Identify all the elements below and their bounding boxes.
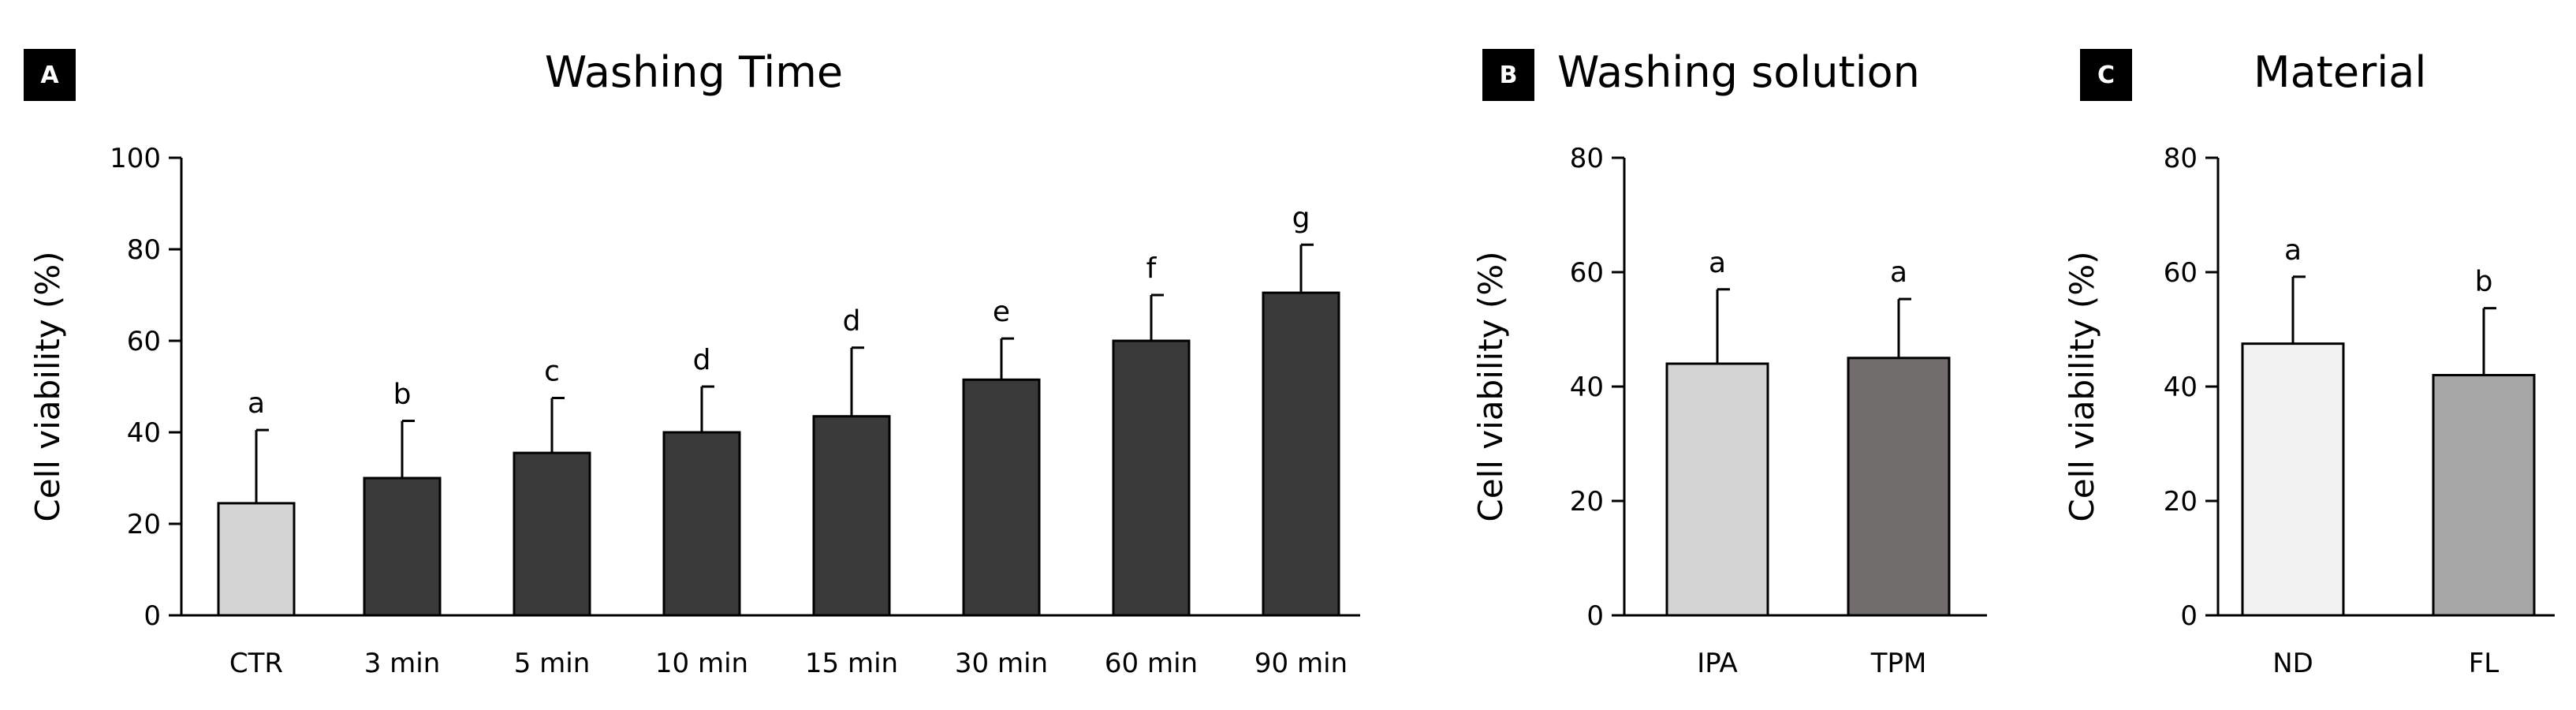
x-tick-label: IPA [1697,648,1738,679]
significance-letter: a [1709,247,1726,279]
x-tick-label: CTR [229,648,283,679]
y-tick-label: 20 [1570,486,1604,518]
chart-title-b: Washing solution [1557,47,1920,97]
bar-chart-washing-time: 0 20 40 60 80 100 Cell viability (%) a CTR b 3 min… [28,143,1360,679]
bar-15-min [812,415,891,617]
y-tick-label: 20 [127,509,161,540]
significance-letter: a [1890,256,1907,289]
chart-title-a: Washing Time [544,47,844,97]
y-tick-label: 0 [1586,600,1604,632]
x-tick-label: FL [2469,648,2500,679]
bar-90-min [1262,291,1340,617]
x-tick-label: 15 min [805,648,898,679]
y-tick-label: 60 [127,326,161,357]
significance-letter: b [393,379,412,411]
y-tick-label: 100 [110,143,161,174]
x-tick-label: 90 min [1254,648,1348,679]
y-tick-label: 0 [144,600,161,632]
significance-letter: f [1146,252,1158,285]
significance-letter: a [2284,234,2302,267]
y-axis-label: Cell viability (%) [28,251,67,521]
bar-ipa [1665,362,1769,617]
significance-letter: d [693,344,711,376]
significance-letter: a [248,387,265,420]
y-tick-label: 40 [1570,372,1604,403]
bar-ctr [217,502,296,617]
y-tick-label: 80 [1570,143,1604,174]
y-tick-label: 20 [2164,486,2198,518]
y-axis-label: Cell viability (%) [1471,251,1510,521]
x-tick-label: TPM [1870,648,1927,679]
x-tick-label: 5 min [514,648,591,679]
bar-chart-material: 0 20 40 60 80 Cell viability (%) a ND b FL [2063,143,2555,679]
bar-60-min [1112,339,1191,617]
bar-nd [2241,342,2345,617]
significance-letter: c [544,356,560,388]
chart-title-c: Material [2254,47,2427,97]
panel-material: C Material 0 20 40 60 80 Cell viability (%) a N… [2042,0,2576,710]
bar-tpm [1847,357,1951,617]
bar-5-min [513,451,591,617]
significance-letter: b [2475,266,2493,298]
y-axis-label: Cell viability (%) [2063,251,2101,521]
bar-10-min [662,431,741,617]
panel-label-b: B [1482,49,1534,101]
panel-washing-time: A Washing Time 0 20 40 60 80 100 Cell viabilit… [24,47,1360,679]
y-tick-label: 80 [2164,143,2198,174]
panel-label-c: C [2080,49,2132,101]
panel-label-a: A [24,49,76,101]
x-tick-label: 10 min [655,648,748,679]
x-tick-label: 30 min [955,648,1048,679]
x-tick-label: ND [2272,648,2313,679]
bar-fl [2432,374,2536,617]
y-tick-label: 60 [2164,257,2198,289]
y-tick-label: 0 [2180,600,2198,632]
bar-chart-washing-solution: 0 20 40 60 80 Cell viability (%) a IPA a TPM [1471,143,1987,679]
x-tick-label: 3 min [364,648,441,679]
y-tick-label: 60 [1570,257,1604,289]
bar-3-min [363,476,442,617]
y-tick-label: 40 [127,417,161,449]
significance-letter: g [1292,202,1310,234]
x-tick-label: 60 min [1105,648,1198,679]
significance-letter: e [993,296,1010,328]
bar-30-min [962,378,1041,617]
significance-letter: d [843,305,861,338]
panel-washing-solution: B Washing solution 0 20 40 60 80 Cell viabili… [1451,0,2011,710]
y-tick-label: 40 [2164,372,2198,403]
y-tick-label: 80 [127,234,161,266]
